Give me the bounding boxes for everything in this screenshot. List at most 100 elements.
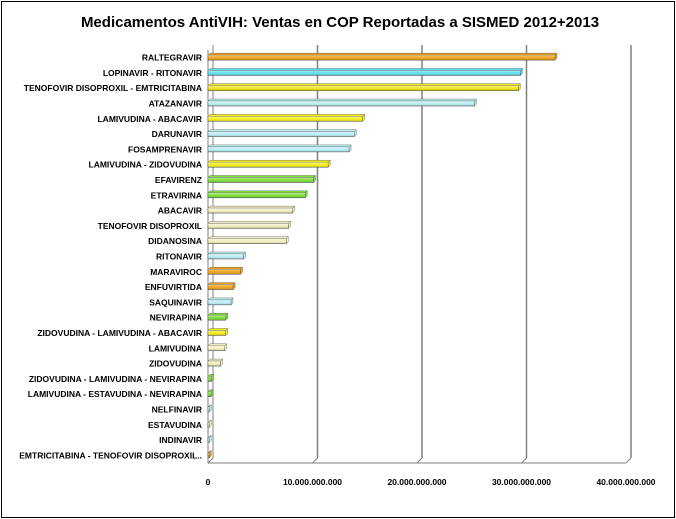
category-label: RITONAVIR: [156, 252, 202, 262]
bar: [207, 343, 228, 352]
category-labels: RALTEGRAVIR LOPINAVIR - RITONAVIR TENOFOVI…: [19, 53, 202, 461]
bars: [207, 52, 558, 459]
bar: [207, 98, 477, 107]
bar: [207, 83, 521, 92]
bar: [207, 175, 317, 184]
gridline-floor: [521, 457, 527, 464]
gridline-floor: [416, 457, 423, 464]
category-label: ETRAVIRINA: [151, 190, 202, 200]
bar-shading: [208, 269, 241, 275]
category-label: LAMIVUDINA - ZIDOVUDINA: [89, 160, 202, 170]
category-label: DIDANOSINA: [148, 236, 202, 246]
bar-top-face: [207, 328, 229, 331]
category-label: TENOFOVIR DISOPROXIL - EMTRICITABINA: [24, 83, 202, 93]
bar: [207, 129, 357, 138]
category-label: LAMIVUDINA - ABACAVIR: [97, 114, 202, 124]
bar-top-face: [207, 251, 247, 255]
category-label: INDINAVIR: [159, 435, 202, 445]
bar-top-face: [207, 312, 229, 316]
bar-top-face: [207, 282, 236, 285]
bar-shading: [208, 330, 226, 336]
category-label: ENFUVIRTIDA: [145, 282, 202, 292]
category-label: NELFINAVIR: [152, 404, 202, 414]
x-tick-label: 0: [206, 477, 211, 487]
chart-title: Medicamentos AntiVIH: Ventas en COP Repo…: [81, 14, 599, 31]
bar: [207, 450, 212, 459]
category-label: LAMIVUDINA - ESTAVUDINA - NEVIRAPINA: [28, 389, 202, 399]
category-label: ATAZANAVIR: [149, 99, 202, 109]
gridlines: [312, 45, 632, 464]
bar-top-face: [207, 160, 331, 163]
bar-shading: [208, 361, 221, 367]
bar-top-face: [207, 297, 234, 301]
bar: [207, 389, 214, 398]
bar-shading: [208, 162, 329, 168]
bar: [207, 327, 229, 336]
bar: [207, 404, 212, 413]
bar-top-face: [207, 68, 523, 71]
category-label: LOPINAVIR - RITONAVIR: [103, 68, 202, 78]
bar-top-face: [207, 175, 317, 178]
bar: [207, 67, 523, 76]
x-tick-labels: 0 10.000.000.000 20.000.000.000 30.000.000.…: [206, 477, 656, 487]
bar-shading: [208, 146, 350, 152]
bar-top-face: [207, 205, 296, 209]
bar: [207, 419, 212, 428]
bar-shading: [208, 70, 521, 76]
category-label: EFAVIRENZ: [155, 175, 202, 185]
bar: [207, 297, 234, 306]
bar: [207, 312, 229, 321]
bar: [207, 282, 236, 291]
category-label: ABACAVIR: [158, 206, 202, 216]
bar: [207, 205, 296, 214]
category-label: NEVIRAPINA: [150, 313, 202, 323]
gridline-floor: [625, 457, 632, 464]
bar-top-face: [207, 129, 357, 132]
bar: [207, 190, 308, 199]
bar-top-face: [207, 343, 228, 346]
bar-shading: [208, 406, 210, 412]
bar-shading: [208, 437, 210, 443]
bar-shading: [208, 177, 314, 183]
category-label: ESTAVUDINA: [148, 420, 202, 430]
category-label: ZIDOVUDINA - LAMIVUDINA - NEVIRAPINA: [29, 374, 202, 384]
category-label: ZIDOVUDINA: [149, 359, 202, 369]
bar-shading: [208, 345, 225, 351]
bar-top-face: [207, 83, 521, 86]
bar-shading: [208, 223, 289, 229]
category-label: SAQUINAVIR: [149, 297, 202, 307]
bar: [207, 358, 224, 367]
bar-top-face: [207, 221, 291, 224]
bar-shading: [208, 376, 212, 382]
gridline-floor: [312, 457, 318, 464]
bar: [207, 220, 291, 229]
bar-top-face: [207, 190, 308, 194]
bar-top-face: [207, 52, 558, 56]
axes: [207, 45, 626, 464]
x-tick-label: 10.000.000.000: [283, 477, 342, 487]
bar-shading: [208, 101, 475, 107]
bar-shading: [208, 299, 231, 305]
category-label: FOSAMPRENAVIR: [128, 144, 202, 154]
bar-shading: [208, 452, 210, 458]
category-label: TENOFOVIR DISOPROXIL: [98, 221, 202, 231]
bar: [207, 266, 243, 275]
bar: [207, 435, 212, 444]
bar: [207, 159, 331, 168]
bar: [207, 251, 247, 260]
category-label: EMTRICITABINA - TENOFOVIR DISOPROXIL..: [19, 450, 202, 460]
bar-top-face: [207, 144, 352, 148]
bar-shading: [208, 192, 306, 198]
bar: [207, 373, 215, 382]
bar-top-face: [207, 236, 289, 239]
bar-shading: [208, 315, 226, 321]
bar-shading: [208, 284, 234, 290]
bar-shading: [208, 254, 244, 259]
bar: [207, 113, 366, 122]
bar-shading: [208, 422, 210, 428]
bar-top-face: [207, 358, 224, 362]
bar: [207, 144, 352, 153]
bar-top-face: [207, 267, 243, 270]
x-tick-label: 40.000.000.000: [596, 477, 655, 487]
